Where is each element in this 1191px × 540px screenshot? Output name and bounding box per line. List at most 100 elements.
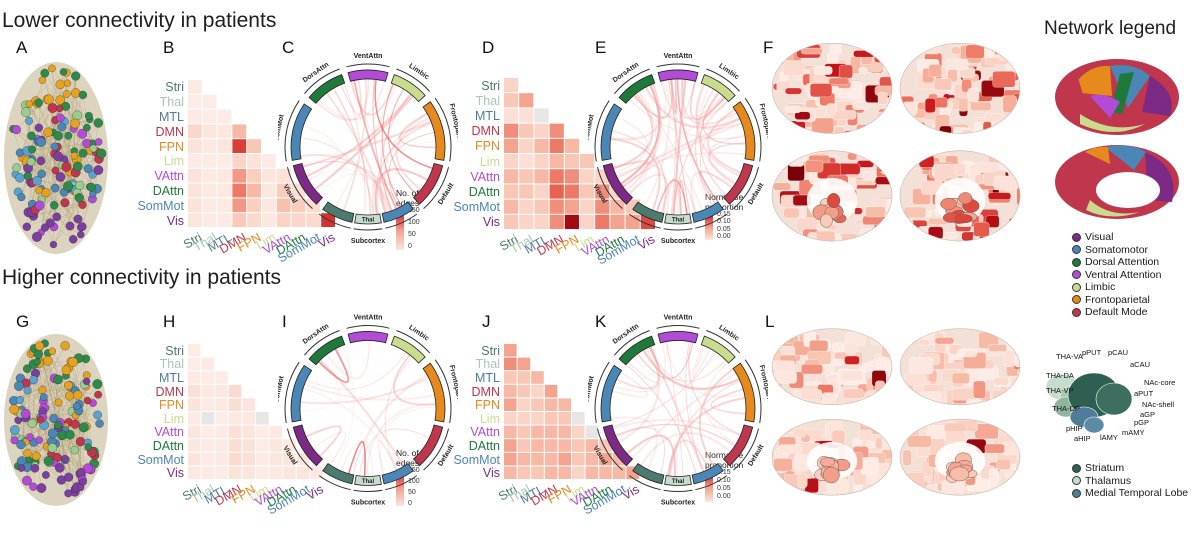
cortex-parcel — [890, 375, 904, 383]
cortex-parcel — [989, 404, 1012, 411]
cortex-view — [772, 43, 909, 151]
matrix-cell — [188, 213, 202, 227]
matrix-cell — [242, 466, 255, 479]
chord-segment-label: Default — [437, 182, 456, 207]
network-node — [38, 170, 46, 178]
cortex-parcel — [890, 389, 910, 405]
cortex-parcel — [883, 480, 897, 489]
network-node — [75, 181, 84, 190]
cortex-parcel — [920, 491, 942, 503]
cortex-parcel — [861, 457, 879, 474]
matrix-cell — [504, 78, 518, 92]
matrix-cell — [545, 385, 558, 398]
network-node — [34, 358, 41, 365]
legend-label: Visual — [1085, 231, 1113, 244]
subcortex-label: mAMY — [1122, 428, 1145, 437]
legend-label: Dorsal Attention — [1085, 256, 1159, 269]
cortex-parcel — [775, 493, 793, 500]
cortex-parcel — [886, 490, 898, 497]
cortex-parcel — [773, 361, 795, 370]
cortex-parcel — [916, 234, 925, 245]
cortex-parcel — [778, 228, 787, 238]
network-node — [79, 149, 87, 157]
matrix-cell — [531, 371, 544, 384]
matrix-cell — [188, 453, 201, 466]
legend-swatch — [1072, 476, 1081, 485]
cortex-parcel — [939, 126, 951, 135]
network-node — [82, 139, 91, 148]
cortex-parcel — [783, 133, 800, 151]
network-node — [63, 90, 70, 97]
cortex-parcel — [1004, 124, 1022, 137]
cortex-parcel — [956, 163, 965, 176]
matrix-cell — [188, 124, 202, 138]
network-node — [71, 152, 78, 159]
cortex-parcel — [976, 162, 998, 172]
cortex-parcel — [920, 392, 942, 403]
network-node — [71, 72, 80, 81]
cortex-parcel — [879, 158, 899, 171]
matrix-cell — [202, 412, 215, 425]
matrix-cell — [519, 93, 533, 107]
network-node — [12, 125, 21, 134]
matrix-cell — [218, 198, 232, 212]
network-node — [24, 449, 32, 457]
cortex-parcel — [774, 44, 783, 59]
chord-segment-label: Limbic — [717, 324, 740, 342]
cortex-parcel — [839, 492, 847, 502]
cortex-parcel — [1012, 114, 1022, 124]
network-node — [54, 421, 62, 429]
network-node — [93, 411, 101, 419]
cortex-view — [900, 329, 1040, 416]
cortex-parcel — [845, 356, 860, 364]
cortex-parcel — [785, 229, 794, 245]
matrix-cell — [545, 439, 558, 452]
cortex-parcel — [881, 480, 892, 497]
network-node — [73, 111, 82, 120]
cortex-parcel — [779, 445, 802, 454]
matrix-cell — [202, 466, 215, 479]
cortex-parcel — [827, 52, 838, 64]
cortex-parcel — [901, 493, 924, 503]
matrix-cell — [518, 426, 531, 439]
matrix-cell — [218, 213, 232, 227]
matrix-cell — [504, 108, 518, 122]
chord-outer-ring — [354, 229, 383, 230]
network-node — [77, 484, 84, 491]
network-node — [76, 437, 85, 446]
matrix-cell — [202, 385, 215, 398]
cortex-parcel — [1009, 218, 1032, 224]
matrix-cell — [262, 184, 276, 198]
matrix-cell — [550, 200, 564, 214]
subcortex-label: aCAU — [1130, 360, 1150, 369]
cortex-parcel — [785, 495, 804, 504]
matrix-cell — [242, 439, 255, 452]
cortex-parcel — [993, 132, 1007, 149]
cortex-parcel — [784, 208, 800, 218]
cortex-parcel — [979, 403, 988, 413]
matrix-cell — [519, 154, 533, 168]
chord-subcortex-label: Subcortex — [661, 238, 695, 245]
matrix-cell — [203, 124, 217, 138]
matrix-cell — [504, 358, 517, 371]
cortex-parcel — [877, 163, 892, 177]
cortex-parcel — [805, 160, 823, 172]
chord-segment-label: SomMot — [588, 113, 596, 142]
cortex-parcel — [1006, 131, 1015, 138]
matrix-cell — [215, 466, 228, 479]
chord-segment — [348, 332, 388, 343]
chord-segment — [414, 163, 443, 204]
cortex-parcel — [1007, 427, 1022, 434]
network-node — [74, 215, 82, 223]
chord-segment — [309, 336, 345, 365]
cortex-parcel — [873, 125, 897, 138]
cortex-parcel — [902, 401, 913, 407]
matrix-cell — [518, 453, 531, 466]
network-node — [35, 342, 44, 351]
network-node — [41, 188, 50, 197]
chord-segment-label: SomMot — [588, 375, 596, 404]
matrix-cell — [565, 200, 579, 214]
legend-item: Ventral Attention — [1072, 269, 1191, 282]
network-node — [66, 222, 74, 230]
matrix-cell — [572, 426, 585, 439]
